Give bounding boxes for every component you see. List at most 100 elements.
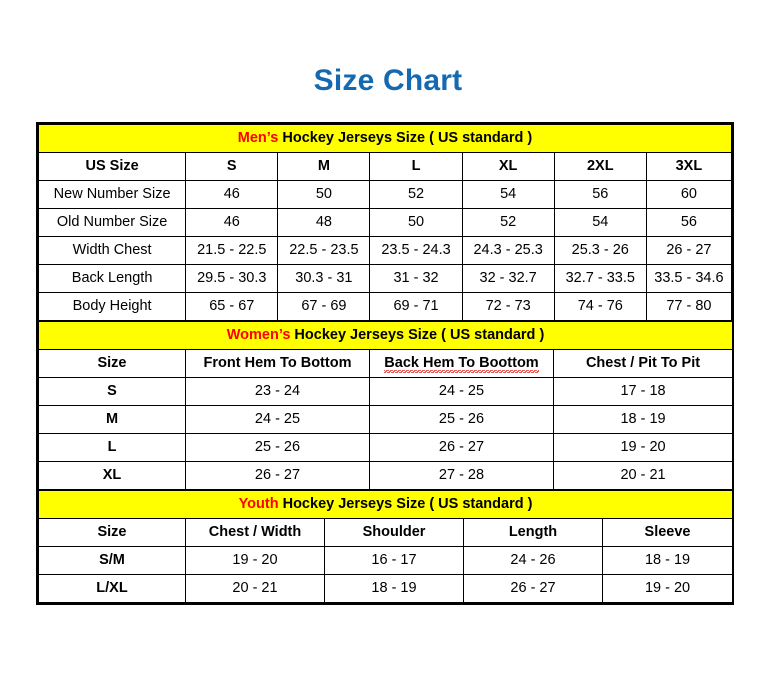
mens-cell: 65 - 67 [185,292,279,321]
youth-banner: Youth Hockey Jerseys Size ( US standard … [37,490,734,519]
table-row: Body Height 65 - 67 67 - 69 69 - 71 72 -… [37,292,733,321]
mens-row-label: New Number Size [37,180,187,209]
mens-cell: 31 - 32 [369,264,463,293]
mens-header-cell: 3XL [645,152,733,181]
mens-cell: 67 - 69 [277,292,371,321]
youth-header-row: Size Chest / Width Shoulder Length Sleev… [38,518,734,547]
youth-row-label: S/M [38,546,186,575]
womens-banner-row: Women’s Hockey Jerseys Size ( US standar… [37,321,734,350]
mens-cell: 46 [185,180,279,209]
youth-size-table: Youth Hockey Jerseys Size ( US standard … [37,490,734,603]
mens-cell: 32 - 32.7 [461,264,555,293]
table-row: L/XL 20 - 21 18 - 19 26 - 27 19 - 20 [38,574,734,603]
size-chart-tables: Men’s Hockey Jerseys Size ( US standard … [36,122,734,605]
mens-cell: 69 - 71 [369,292,463,321]
womens-header-row: Size Front Hem To Bottom Back Hem To Boo… [38,349,734,378]
mens-cell: 33.5 - 34.6 [645,264,733,293]
mens-cell: 32.7 - 33.5 [553,264,647,293]
mens-cell: 72 - 73 [461,292,555,321]
mens-cell: 23.5 - 24.3 [369,236,463,265]
mens-cell: 54 [461,180,555,209]
mens-cell: 56 [553,180,647,209]
youth-cell: 19 - 20 [185,546,325,575]
table-row: Width Chest 21.5 - 22.5 22.5 - 23.5 23.5… [37,236,733,265]
womens-header-cell: Chest / Pit To Pit [552,349,734,378]
womens-cell: 17 - 18 [552,377,734,406]
womens-header-cell-misspelled: Back Hem To Boottom [369,349,554,378]
table-row: M 24 - 25 25 - 26 18 - 19 [38,405,734,434]
youth-header-cell: Shoulder [324,518,464,547]
youth-header-cell: Chest / Width [185,518,325,547]
mens-cell: 46 [185,208,279,237]
womens-banner-accent: Women’s [226,327,291,343]
womens-row-label: XL [38,461,186,490]
table-row: S 23 - 24 24 - 25 17 - 18 [38,377,734,406]
misspelled-word: Back Hem To Boottom [384,355,539,375]
table-row: L 25 - 26 26 - 27 19 - 20 [38,433,734,462]
youth-cell: 26 - 27 [463,574,603,603]
table-row: Back Length 29.5 - 30.3 30.3 - 31 31 - 3… [37,264,733,293]
womens-banner: Women’s Hockey Jerseys Size ( US standar… [37,321,734,350]
youth-header-cell: Sleeve [601,518,734,547]
womens-cell: 25 - 26 [185,433,370,462]
mens-cell: 50 [277,180,371,209]
womens-row-label: L [38,433,186,462]
mens-cell: 25.3 - 26 [553,236,647,265]
mens-banner-accent: Men’s [237,130,279,146]
womens-cell: 26 - 27 [369,433,554,462]
youth-cell: 18 - 19 [601,546,734,575]
mens-header-cell: L [369,152,463,181]
womens-size-table: Women’s Hockey Jerseys Size ( US standar… [37,321,734,490]
mens-cell: 77 - 80 [645,292,733,321]
mens-cell: 74 - 76 [553,292,647,321]
mens-cell: 26 - 27 [645,236,733,265]
mens-row-label: Body Height [37,292,187,321]
mens-header-cell: 2XL [553,152,647,181]
page-title: Size Chart [313,64,463,97]
womens-banner-rest: Hockey Jerseys Size ( US standard ) [290,327,545,343]
youth-row-label: L/XL [38,574,186,603]
womens-cell: 18 - 19 [552,405,734,434]
mens-size-table: Men’s Hockey Jerseys Size ( US standard … [37,124,733,321]
womens-cell: 26 - 27 [185,461,370,490]
womens-cell: 19 - 20 [552,433,734,462]
mens-cell: 60 [645,180,733,209]
youth-banner-rest: Hockey Jerseys Size ( US standard ) [278,496,533,512]
youth-cell: 24 - 26 [463,546,603,575]
mens-cell: 21.5 - 22.5 [185,236,279,265]
mens-cell: 54 [553,208,647,237]
mens-cell: 50 [369,208,463,237]
womens-cell: 23 - 24 [185,377,370,406]
mens-cell: 48 [277,208,371,237]
womens-cell: 25 - 26 [369,405,554,434]
mens-cell: 29.5 - 30.3 [185,264,279,293]
youth-header-cell: Size [38,518,186,547]
mens-banner-row: Men’s Hockey Jerseys Size ( US standard … [38,124,732,153]
womens-cell: 20 - 21 [552,461,734,490]
mens-cell: 52 [461,208,555,237]
womens-row-label: S [38,377,186,406]
mens-row-label: Width Chest [37,236,187,265]
mens-cell: 52 [369,180,463,209]
mens-header-cell: US Size [37,152,187,181]
table-row: New Number Size 46 50 52 54 56 60 [37,180,733,209]
mens-cell: 30.3 - 31 [277,264,371,293]
youth-banner-accent: Youth [238,496,279,512]
table-row: XL 26 - 27 27 - 28 20 - 21 [38,461,734,490]
mens-banner-rest: Hockey Jerseys Size ( US standard ) [278,130,533,146]
womens-cell: 24 - 25 [185,405,370,434]
youth-cell: 16 - 17 [324,546,464,575]
womens-cell: 24 - 25 [369,377,554,406]
table-row: S/M 19 - 20 16 - 17 24 - 26 18 - 19 [38,546,734,575]
mens-header-row: US Size S M L XL 2XL 3XL [37,152,733,181]
mens-row-label: Back Length [37,264,187,293]
mens-cell: 22.5 - 23.5 [277,236,371,265]
mens-row-label: Old Number Size [37,208,187,237]
womens-row-label: M [38,405,186,434]
womens-header-cell: Size [38,349,186,378]
youth-cell: 18 - 19 [324,574,464,603]
youth-banner-row: Youth Hockey Jerseys Size ( US standard … [37,490,734,519]
womens-cell: 27 - 28 [369,461,554,490]
mens-header-cell: M [277,152,371,181]
